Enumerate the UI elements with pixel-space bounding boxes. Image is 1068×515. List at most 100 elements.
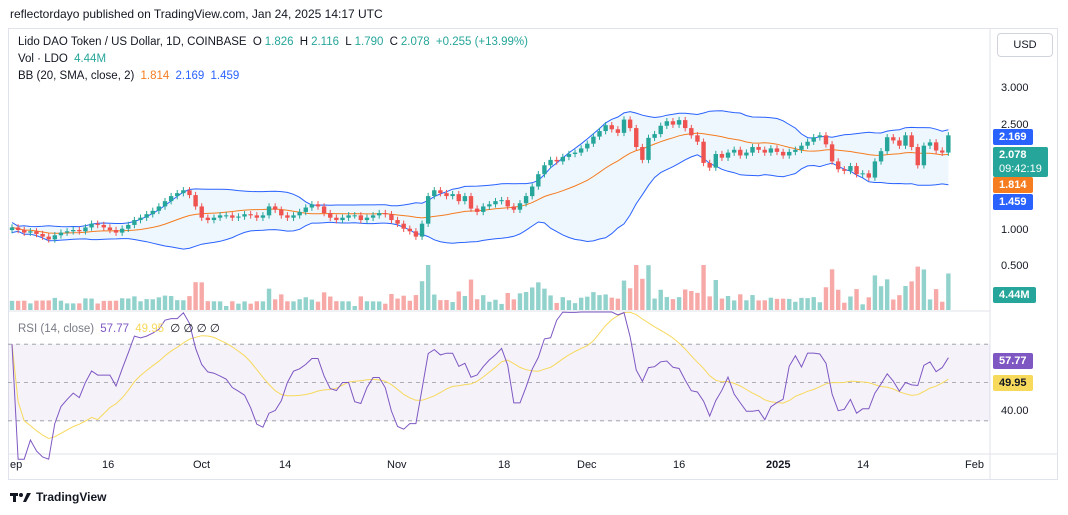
volume-bar <box>321 292 327 310</box>
candle-body <box>725 152 731 158</box>
price-tag-value: 2.078 <box>999 149 1027 161</box>
volume-bar <box>474 299 480 310</box>
volume-bar <box>860 304 865 310</box>
volume-bar <box>425 265 431 310</box>
volume-bar <box>358 296 364 310</box>
volume-bar <box>248 303 253 310</box>
volume-bar <box>817 302 823 310</box>
candle-body <box>707 162 712 168</box>
price-tag: 2.078 09:42:19 <box>993 147 1048 177</box>
candle-body <box>664 121 670 126</box>
candle-body <box>432 190 437 197</box>
volume-bar <box>903 286 908 310</box>
volume-bar <box>927 299 933 310</box>
candle-body <box>150 210 155 215</box>
candle-body <box>897 140 902 146</box>
volume-bar <box>175 300 180 310</box>
tradingview-logo[interactable]: TradingView <box>10 490 106 504</box>
candle-body <box>829 144 835 162</box>
candle-body <box>328 213 333 218</box>
volume-bar <box>334 301 339 310</box>
volume-bar <box>866 297 871 310</box>
volume-bar <box>933 289 939 310</box>
candle-body <box>499 200 504 202</box>
volume-bar <box>15 300 21 310</box>
candle-body <box>266 206 272 216</box>
candle-body <box>695 135 700 142</box>
chart-frame[interactable] <box>8 28 1058 480</box>
candle-body <box>652 134 657 138</box>
candle-body <box>615 129 621 133</box>
legend-change: +0.255 (+13.99%) <box>435 36 528 48</box>
volume-bar <box>450 302 455 310</box>
volume-bar <box>695 292 700 310</box>
candle-body <box>542 165 547 175</box>
candle-body <box>848 166 853 171</box>
candle-body <box>309 204 315 208</box>
currency-button[interactable]: USD <box>997 33 1053 57</box>
volume-bar <box>144 299 149 310</box>
volume-bar <box>266 288 272 310</box>
candle-body <box>866 173 871 178</box>
candle-body <box>536 174 541 187</box>
volume-bar <box>585 296 590 310</box>
candle-body <box>744 152 749 156</box>
legend-bb-basis: 1.814 <box>140 70 170 82</box>
candle-body <box>854 166 859 175</box>
candle-body <box>468 196 474 209</box>
candle-body <box>762 149 767 153</box>
candle-body <box>95 223 100 225</box>
legend-open: 1.826 <box>264 36 294 48</box>
volume-tag: 4.44M <box>993 287 1036 303</box>
volume-bar <box>407 300 412 310</box>
volume-bar <box>554 302 559 310</box>
volume-bar <box>719 298 725 310</box>
candle-body <box>395 220 400 224</box>
time-tick: Feb <box>965 459 984 471</box>
candle-body <box>285 215 290 218</box>
candle-body <box>523 196 529 204</box>
volume-bar <box>878 286 884 310</box>
volume-bar <box>566 300 572 310</box>
candle-body <box>175 193 180 197</box>
volume-bar <box>493 299 498 310</box>
candle-body <box>585 143 590 149</box>
candle-body <box>560 156 565 162</box>
candle-body <box>22 230 27 233</box>
candle-body <box>701 141 706 163</box>
candle-body <box>52 235 58 240</box>
publish-info: reflectordayo published on TradingView.c… <box>10 7 383 21</box>
volume-bar <box>236 303 241 310</box>
volume-bar <box>64 303 70 310</box>
volume-bar <box>548 295 553 310</box>
legend-rsi-value: 57.77 <box>100 323 130 335</box>
volume-bar <box>291 301 296 310</box>
time-tick: Nov <box>387 459 407 471</box>
candle-body <box>126 224 131 229</box>
candle-body <box>425 196 431 224</box>
volume-bar <box>395 298 400 310</box>
legend-low-label: L <box>345 36 352 48</box>
volume-bar <box>328 296 333 310</box>
candle-body <box>377 213 382 216</box>
candle-body <box>291 215 296 218</box>
candle-body <box>217 215 223 218</box>
candle-body <box>438 190 443 194</box>
legend-rsi-label: RSI (14, close) <box>18 323 95 335</box>
legend-bb: BB (20, SMA, close, 2) 1.814 2.169 1.459 <box>18 70 242 82</box>
candle-body <box>872 161 878 178</box>
volume-bar <box>285 301 290 310</box>
volume-bar <box>181 300 186 310</box>
candle-body <box>168 196 174 202</box>
candle-body <box>493 201 498 205</box>
candle-body <box>915 147 920 166</box>
volume-bar <box>34 300 39 310</box>
volume-bar <box>664 297 670 310</box>
volume-bar <box>481 295 486 310</box>
candle-body <box>383 213 388 215</box>
volume-bar <box>438 300 443 310</box>
volume-bar <box>713 280 718 310</box>
volume-bar <box>462 296 468 310</box>
candle-body <box>456 194 461 202</box>
